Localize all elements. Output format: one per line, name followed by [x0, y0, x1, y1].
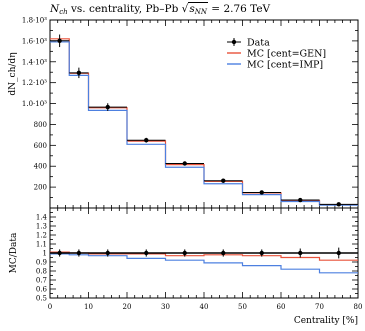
ratio-y-tick-label: 1.3	[36, 223, 47, 231]
ratio-y-tick-label: 0.8	[36, 268, 47, 276]
ratio-y-axis-label: MC/Data	[9, 232, 19, 273]
ratio-data-point	[298, 250, 303, 256]
main-y-tick-label: 1.6·10³	[22, 37, 47, 45]
main-y-tick-label: 1.2·10³	[22, 79, 47, 87]
ratio-series-mc-cent-imp-	[50, 253, 358, 274]
title-n: N	[50, 3, 60, 15]
title-energy: = 2.76 TeV	[207, 3, 271, 15]
ratio-data-point	[76, 250, 82, 256]
title-mid: vs. centrality, Pb–Pb	[67, 3, 182, 15]
data-point	[57, 38, 62, 43]
main-y-tick-label: 600	[34, 142, 47, 150]
x-tick-label: 10	[84, 303, 93, 311]
main-y-tick-label: 400	[34, 163, 47, 171]
main-y-tick-label: 1.4·10³	[22, 58, 47, 66]
ratio-data-point	[259, 250, 264, 256]
main-y-tick-label: 1.0·10³	[22, 100, 47, 108]
data-point	[298, 197, 303, 203]
ratio-data-point	[221, 250, 226, 256]
x-tick-label: 80	[354, 303, 363, 311]
x-tick-label: 20	[123, 303, 132, 311]
data-point	[336, 202, 341, 207]
data-point	[259, 190, 264, 195]
ratio-y-tick-label: 0.6	[36, 286, 48, 294]
ratio-y-tick-label: 0.7	[36, 277, 47, 285]
title-sqrt: √	[181, 3, 189, 15]
main-y-axis-label: dN_ch/dη	[8, 52, 18, 95]
x-tick-label: 60	[277, 303, 286, 311]
ratio-y-tick-label: 0.9	[36, 259, 47, 267]
x-tick-label: 0	[48, 303, 52, 311]
title-s: s	[189, 3, 195, 15]
chart-title: Nch vs. centrality, Pb–Pb √sNN = 2.76 Te…	[50, 2, 271, 16]
ratio-y-tick-label: 1	[43, 250, 47, 258]
ratio-data-point	[144, 250, 149, 256]
x-axis-label: Centrality [%]	[294, 316, 358, 326]
data-point	[76, 70, 82, 76]
ratio-y-tick-label: 1.4	[36, 214, 48, 222]
ratio-y-tick-label: 0.5	[36, 295, 47, 303]
x-tick-label: 70	[315, 303, 324, 311]
main-series-mc-cent-imp-	[50, 41, 358, 206]
ratio-data-point	[336, 250, 341, 256]
main-y-tick-label: 200	[34, 184, 47, 192]
x-tick-label: 40	[200, 303, 209, 311]
ratio-data-point	[57, 250, 62, 256]
ratio-y-tick-label: 1.1	[36, 241, 47, 249]
title-s-sub: NN	[194, 8, 207, 16]
legend-label: MC [cent=GEN]	[247, 49, 326, 60]
ratio-data-point	[182, 250, 187, 256]
main-y-tick-label: 800	[34, 121, 47, 129]
legend-label: Data	[247, 38, 270, 49]
x-tick-label: 50	[238, 303, 247, 311]
title-root: sNN	[188, 2, 208, 16]
data-point	[105, 104, 110, 110]
data-point	[182, 161, 187, 166]
ratio-data-point	[105, 250, 110, 256]
ratio-y-tick-label: 1.2	[36, 232, 47, 240]
title-n-sub: ch	[59, 8, 68, 16]
legend-marker-point	[231, 39, 237, 45]
x-tick-label: 30	[161, 303, 170, 311]
legend-label: MC [cent=IMP]	[247, 60, 323, 71]
data-point	[221, 178, 226, 183]
main-y-tick-label: 1.8·10³	[22, 17, 47, 25]
data-point	[144, 138, 149, 143]
